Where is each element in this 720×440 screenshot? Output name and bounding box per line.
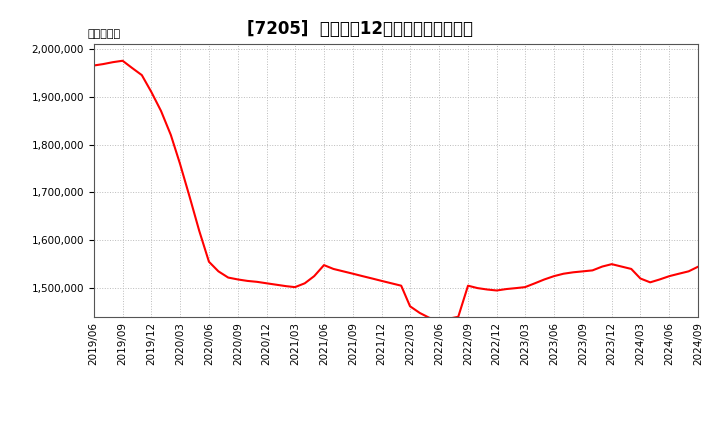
Y-axis label: （百万円）: （百万円） <box>88 29 121 39</box>
Text: [7205]  売上高の12か月移動合計の推移: [7205] 売上高の12か月移動合計の推移 <box>247 20 473 38</box>
